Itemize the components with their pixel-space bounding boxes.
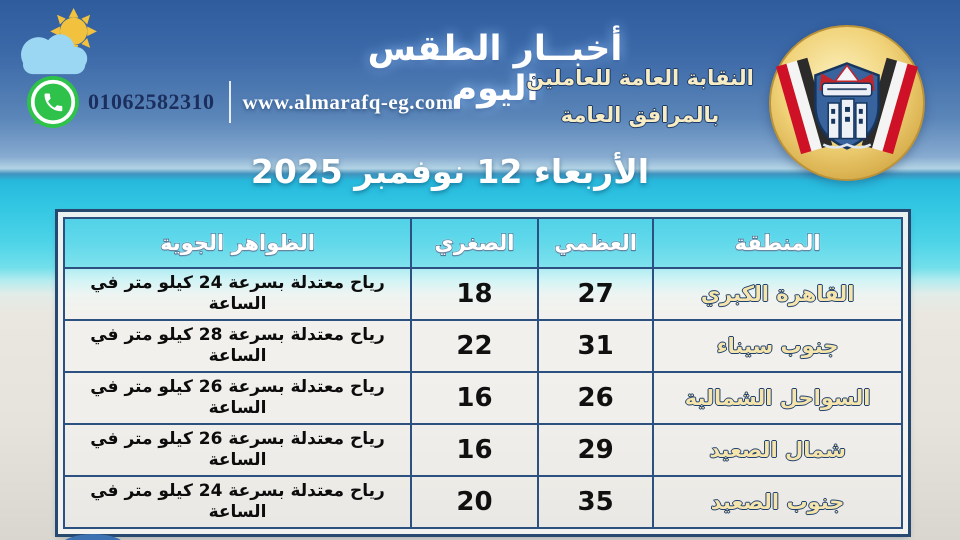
phenomena-cell: رياح معتدلة بسرعة 26 كيلو متر في الساعة bbox=[63, 371, 412, 425]
sun-behind-cloud-icon bbox=[21, 7, 97, 75]
weather-table: المنطقة العظمي الصغري الظواهر الجوية الق… bbox=[55, 209, 911, 537]
min-temp-cell: 20 bbox=[409, 475, 540, 529]
page-title: أخبــار الطقس اليوم bbox=[367, 29, 623, 110]
syndicate-logo-medallion-icon bbox=[768, 24, 926, 182]
table-row: جنوب الصعيد 35 20 رياح معتدلة بسرعة 24 ك… bbox=[63, 475, 903, 529]
bottom-decoration-dot bbox=[60, 534, 126, 540]
region-cell: شمال الصعيد bbox=[652, 423, 903, 477]
min-temp-cell: 16 bbox=[409, 371, 540, 425]
max-temp-cell: 26 bbox=[536, 371, 655, 425]
max-temp-cell: 29 bbox=[536, 423, 655, 477]
table-header-row: المنطقة العظمي الصغري الظواهر الجوية bbox=[63, 217, 903, 269]
date-heading: الأربعاء 12 نوفمبر 2025 bbox=[250, 152, 650, 191]
table-row: السواحل الشمالية 26 16 رياح معتدلة بسرعة… bbox=[63, 371, 903, 425]
weather-table-grid: المنطقة العظمي الصغري الظواهر الجوية الق… bbox=[63, 217, 903, 529]
phone-number: 01062582310 bbox=[88, 89, 215, 114]
max-temp-cell: 35 bbox=[536, 475, 655, 529]
max-temp-cell: 27 bbox=[536, 267, 655, 321]
column-header-min: الصغري bbox=[409, 217, 540, 269]
max-temp-cell: 31 bbox=[536, 319, 655, 373]
website-url: www.almarafq-eg.com bbox=[242, 89, 454, 114]
whatsapp-icon bbox=[27, 76, 79, 128]
syndicate-name-line1: النقابة العامة للعاملين bbox=[526, 65, 755, 90]
min-temp-cell: 22 bbox=[409, 319, 540, 373]
divider bbox=[228, 81, 231, 123]
weather-table-body: القاهرة الكبري 27 18 رياح معتدلة بسرعة 2… bbox=[63, 267, 903, 529]
min-temp-cell: 16 bbox=[409, 423, 540, 477]
column-header-phenomena: الظواهر الجوية bbox=[63, 217, 412, 269]
min-temp-cell: 18 bbox=[409, 267, 540, 321]
contact-bar: 01062582310 www.almarafq-eg.com bbox=[26, 74, 454, 130]
table-row: القاهرة الكبري 27 18 رياح معتدلة بسرعة 2… bbox=[63, 267, 903, 321]
table-row: جنوب سيناء 31 22 رياح معتدلة بسرعة 28 كي… bbox=[63, 319, 903, 373]
region-cell: القاهرة الكبري bbox=[652, 267, 903, 321]
phenomena-cell: رياح معتدلة بسرعة 28 كيلو متر في الساعة bbox=[63, 319, 412, 373]
region-cell: السواحل الشمالية bbox=[652, 371, 903, 425]
phenomena-cell: رياح معتدلة بسرعة 26 كيلو متر في الساعة bbox=[63, 423, 412, 477]
column-header-max: العظمي bbox=[536, 217, 655, 269]
table-row: شمال الصعيد 29 16 رياح معتدلة بسرعة 26 ك… bbox=[63, 423, 903, 477]
region-cell: جنوب الصعيد bbox=[652, 475, 903, 529]
phenomena-cell: رياح معتدلة بسرعة 24 كيلو متر في الساعة bbox=[63, 267, 412, 321]
phenomena-cell: رياح معتدلة بسرعة 24 كيلو متر في الساعة bbox=[63, 475, 412, 529]
syndicate-name-line2: بالمرافق العامة bbox=[560, 102, 720, 127]
region-cell: جنوب سيناء bbox=[652, 319, 903, 373]
syndicate-name: النقابة العامة للعاملين بالمرافق العامة bbox=[520, 60, 760, 134]
column-header-region: المنطقة bbox=[652, 217, 903, 269]
